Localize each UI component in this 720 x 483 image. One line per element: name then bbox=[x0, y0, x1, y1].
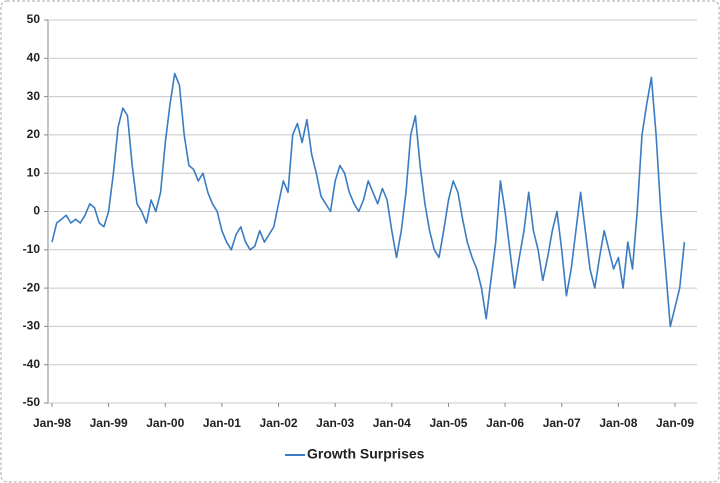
y-tick-label: -10 bbox=[23, 242, 41, 256]
x-tick-label: Jan-05 bbox=[429, 416, 467, 430]
y-tick-label: 10 bbox=[27, 165, 41, 179]
y-tick-label: -40 bbox=[23, 357, 41, 371]
series-line bbox=[51, 72, 686, 328]
x-tick-label: Jan-08 bbox=[599, 416, 637, 430]
x-tick-label: Jan-00 bbox=[146, 416, 184, 430]
y-tick-label: 40 bbox=[27, 50, 41, 64]
y-tick-label: 0 bbox=[33, 204, 40, 218]
x-tick-label: Jan-09 bbox=[656, 416, 694, 430]
y-tick-label: 50 bbox=[27, 12, 41, 26]
y-tick-label: 30 bbox=[27, 89, 41, 103]
x-tick-label: Jan-04 bbox=[373, 416, 411, 430]
x-tick-label: Jan-03 bbox=[316, 416, 354, 430]
y-tick-label: -30 bbox=[23, 319, 41, 333]
x-tick-label: Jan-06 bbox=[486, 416, 524, 430]
x-tick-label: Jan-02 bbox=[260, 416, 298, 430]
y-tick-label: 20 bbox=[27, 127, 41, 141]
legend-label: Growth Surprises bbox=[307, 446, 425, 462]
x-tick-label: Jan-99 bbox=[90, 416, 128, 430]
y-tick-label: -20 bbox=[23, 280, 41, 294]
x-tick-label: Jan-01 bbox=[203, 416, 241, 430]
x-tick-label: Jan-07 bbox=[543, 416, 581, 430]
x-tick-label: Jan-98 bbox=[33, 416, 71, 430]
y-tick-label: -50 bbox=[23, 395, 41, 409]
